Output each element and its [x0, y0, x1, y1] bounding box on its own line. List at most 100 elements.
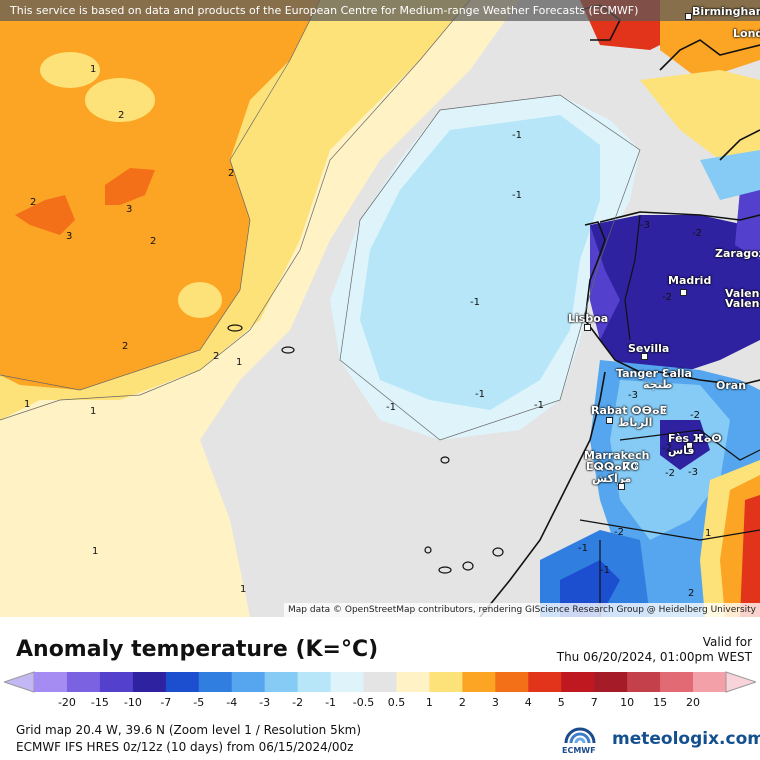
scale-min-arrow — [4, 671, 35, 693]
contour-label: -1 — [600, 565, 610, 576]
scale-swatch — [462, 672, 496, 692]
scale-tick-label: 1 — [425, 696, 433, 709]
scale-tick-label: 2 — [458, 696, 466, 709]
scale-tick-label: 3 — [491, 696, 499, 709]
scale-tick-label: -0.5 — [352, 696, 375, 709]
scale-swatch — [132, 672, 167, 692]
scale-tick-label: -7 — [160, 696, 172, 709]
scale-swatch — [693, 672, 727, 692]
contour-label: 1 — [705, 528, 712, 539]
scale-tick-label: -2 — [292, 696, 304, 709]
scale-tick-label: -3 — [259, 696, 271, 709]
contour-label: 2 — [30, 197, 37, 208]
city-label: Rabat ⵔⴱⴰⵟ — [591, 404, 668, 417]
city-label: طنجة — [643, 378, 673, 391]
scale-tick-label: -1 — [325, 696, 337, 709]
contour-label: -3 — [668, 370, 678, 381]
scale-tick-label: 4 — [524, 696, 532, 709]
valid-time: Thu 06/20/2024, 01:00pm WEST — [556, 650, 752, 664]
map-view[interactable]: 1 2 2 2 3 3 2 2 2 1 1 1 1 1 -1 -1 -1 -1 -1 -1 -2 -3 -3 -2 -2 -2 -2… — [0, 0, 760, 617]
scale-max-arrow — [725, 671, 756, 693]
scale-swatch — [660, 672, 694, 692]
contour-label: 2 — [228, 168, 235, 179]
contour-label: -1 — [475, 389, 485, 400]
scale-tick-label: 15 — [653, 696, 668, 709]
scale-swatch — [297, 672, 332, 692]
ecmwf-logo-icon — [564, 727, 596, 744]
scale-swatch — [66, 672, 101, 692]
city-marker — [685, 13, 692, 20]
legend-title: Anomaly temperature (K=°C) — [16, 637, 379, 662]
city-label: فاس — [668, 444, 695, 457]
scale-swatch — [264, 672, 299, 692]
city-label: Marrakech — [584, 449, 650, 462]
city-label: Birmingham — [692, 5, 760, 18]
scale-swatch — [627, 672, 661, 692]
city-marker — [641, 353, 648, 360]
contour-label: 2 — [150, 236, 157, 247]
contour-label: 2 — [118, 110, 125, 121]
scale-tick-label: -4 — [226, 696, 238, 709]
scale-swatch — [561, 672, 595, 692]
contour-label: 3 — [66, 231, 73, 242]
city-marker — [680, 289, 687, 296]
contour-label: -1 — [470, 297, 480, 308]
grid-info: Grid map 20.4 W, 39.6 N (Zoom level 1 / … — [16, 723, 362, 737]
contour-label: 2 — [213, 351, 220, 362]
city-label: مراكش — [592, 472, 632, 485]
contour-label: 1 — [240, 584, 247, 595]
meteologix-logo[interactable]: meteologix.com — [612, 729, 760, 749]
contour-label: -3 — [628, 390, 638, 401]
scale-swatch — [165, 672, 200, 692]
scale-tick-label: 0.5 — [387, 696, 406, 709]
city-marker — [686, 442, 693, 449]
scale-tick-label: -5 — [193, 696, 205, 709]
scale-swatch — [99, 672, 134, 692]
scale-swatch — [495, 672, 529, 692]
city-label: Tanger Ɛalla — [616, 367, 692, 380]
scale-swatch — [396, 672, 430, 692]
data-notice-banner: This service is based on data and produc… — [0, 0, 760, 21]
scale-swatch — [231, 672, 266, 692]
model-info: ECMWF IFS HRES 0z/12z (10 days) from 06/… — [16, 740, 354, 754]
contour-label: -2 — [662, 443, 672, 454]
contour-label: -2 — [614, 527, 624, 538]
city-marker — [584, 324, 591, 331]
contour-label: -1 — [512, 130, 522, 141]
contour-label: 1 — [90, 64, 97, 75]
contour-label: -3 — [640, 220, 650, 231]
city-label: Lisboa — [568, 312, 609, 325]
city-label: Valenc — [725, 297, 760, 310]
contour-label: -1 — [534, 400, 544, 411]
scale-tick-label: 20 — [686, 696, 701, 709]
scale-swatch — [363, 672, 397, 692]
city-label: الرباط — [618, 416, 653, 429]
legend-panel: Anomaly temperature (K=°C) Valid for Thu… — [0, 617, 760, 760]
valid-label: Valid for — [702, 635, 752, 649]
map-credit: Map data © OpenStreetMap contributors, r… — [284, 603, 760, 617]
contour-label: -2 — [662, 292, 672, 303]
contour-label: -2 — [665, 468, 675, 479]
scale-swatch — [34, 672, 68, 692]
contour-label: 1 — [92, 546, 99, 557]
scale-swatch — [528, 672, 562, 692]
contour-label: -3 — [688, 467, 698, 478]
scale-swatch — [198, 672, 233, 692]
ecmwf-logo-text: ECMWF — [562, 746, 596, 755]
scale-swatch — [429, 672, 463, 692]
scale-tick-label: 5 — [557, 696, 565, 709]
contour-label: -1 — [512, 190, 522, 201]
city-label: Fès ⴼⴰⵙ — [668, 432, 722, 445]
contour-label: 2 — [122, 341, 129, 352]
scale-tick-label: -20 — [57, 696, 76, 709]
city-label: Sevilla — [628, 342, 670, 355]
city-label: Zaragoza — [715, 247, 760, 260]
scale-tick-label: -15 — [90, 696, 109, 709]
scale-tick-label: 7 — [590, 696, 598, 709]
city-marker — [606, 417, 613, 424]
anomaly-field — [0, 0, 760, 617]
contour-label: -2 — [692, 228, 702, 239]
scale-tick-label: -10 — [123, 696, 142, 709]
city-label: ⵎⵕⵕⴰⴽⵛ — [586, 460, 639, 473]
contour-label: -2 — [690, 410, 700, 421]
